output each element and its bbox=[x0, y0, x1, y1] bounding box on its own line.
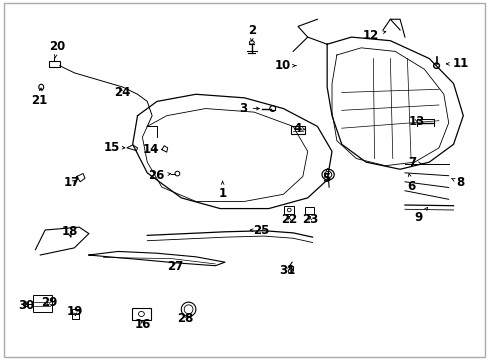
Text: 19: 19 bbox=[67, 305, 83, 318]
Text: 7: 7 bbox=[407, 156, 421, 168]
Bar bbox=[131, 307, 151, 320]
Text: 21: 21 bbox=[31, 88, 47, 107]
Text: 1: 1 bbox=[218, 181, 226, 200]
Text: 9: 9 bbox=[414, 207, 427, 224]
Text: 3: 3 bbox=[239, 102, 259, 115]
Text: 10: 10 bbox=[274, 59, 296, 72]
Text: 18: 18 bbox=[61, 225, 78, 238]
Text: 17: 17 bbox=[63, 176, 80, 189]
Text: 13: 13 bbox=[408, 114, 425, 127]
Text: 8: 8 bbox=[450, 176, 464, 189]
Text: 20: 20 bbox=[49, 40, 65, 58]
Text: 27: 27 bbox=[167, 260, 183, 273]
Text: 30: 30 bbox=[19, 299, 35, 312]
Polygon shape bbox=[126, 145, 137, 151]
Bar bbox=[72, 309, 79, 319]
Text: 5: 5 bbox=[322, 168, 329, 185]
Text: 23: 23 bbox=[302, 213, 318, 226]
Text: 4: 4 bbox=[293, 122, 305, 135]
Text: 11: 11 bbox=[446, 57, 468, 71]
Text: 25: 25 bbox=[250, 224, 269, 237]
Text: 6: 6 bbox=[407, 174, 415, 193]
Text: 2: 2 bbox=[247, 24, 255, 41]
Bar bbox=[49, 61, 60, 67]
Bar bbox=[290, 126, 304, 134]
Text: 28: 28 bbox=[177, 312, 193, 325]
Text: 12: 12 bbox=[362, 29, 385, 42]
Text: 31: 31 bbox=[279, 264, 295, 276]
Bar bbox=[305, 207, 313, 213]
Bar bbox=[33, 295, 52, 312]
Text: 29: 29 bbox=[41, 296, 57, 309]
Text: 14: 14 bbox=[142, 143, 159, 156]
Text: 15: 15 bbox=[104, 141, 124, 154]
Text: 16: 16 bbox=[134, 318, 150, 331]
Text: 24: 24 bbox=[114, 86, 130, 99]
Text: 22: 22 bbox=[281, 213, 297, 226]
Text: 26: 26 bbox=[147, 169, 170, 182]
Bar bbox=[284, 206, 293, 213]
